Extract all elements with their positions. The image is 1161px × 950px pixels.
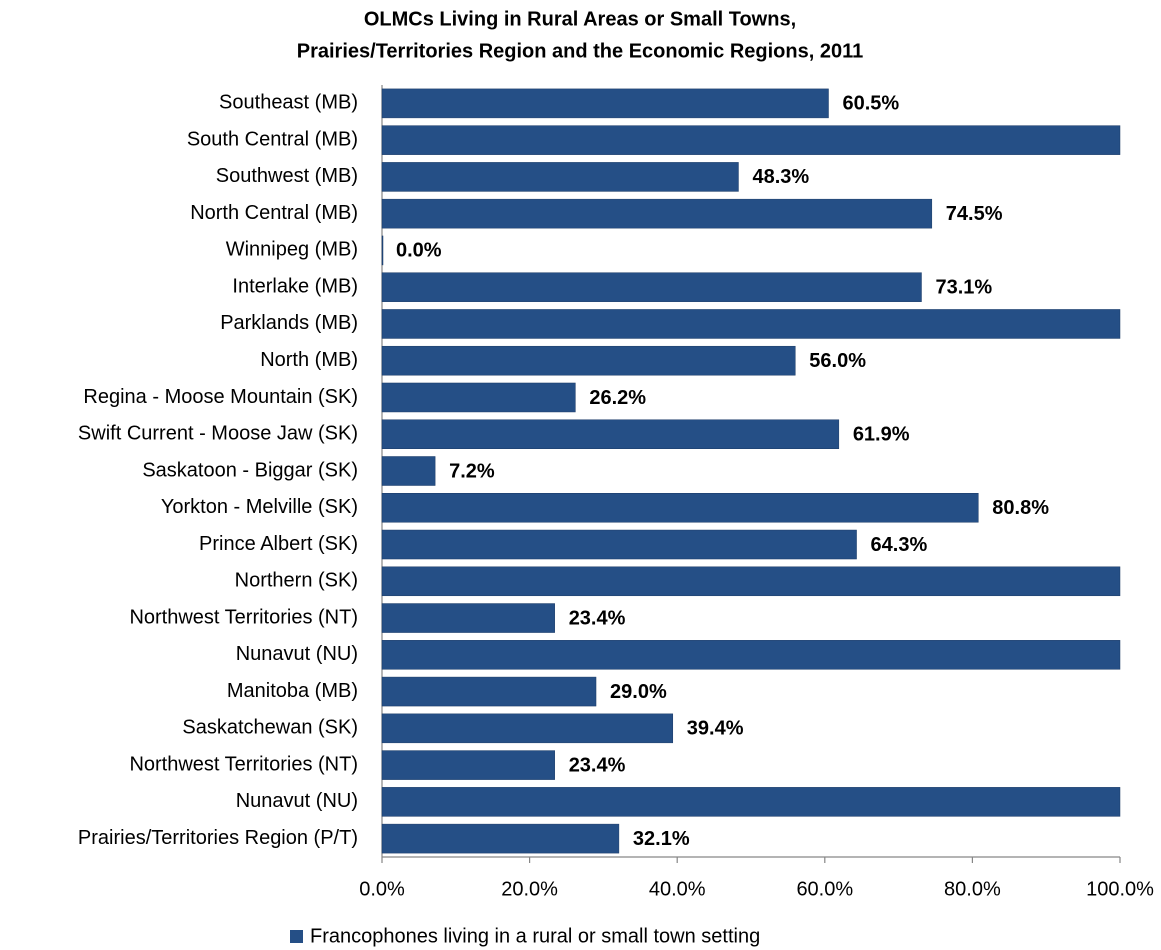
- y-tick-label: Regina - Moose Mountain (SK): [83, 386, 358, 408]
- x-tick-label: 100.0%: [1086, 878, 1154, 900]
- y-tick-label: Prince Albert (SK): [199, 533, 358, 555]
- bar: [381, 566, 1121, 597]
- bar: [381, 603, 555, 633]
- y-tick-label: Nunavut (NU): [236, 790, 358, 812]
- bar: [381, 676, 597, 707]
- y-tick-label: Interlake (MB): [232, 275, 358, 297]
- chart-title: Prairies/Territories Region and the Econ…: [297, 40, 863, 62]
- value-label: 29.0%: [610, 681, 667, 703]
- legend-label: Francophones living in a rural or small …: [310, 925, 760, 947]
- bar: [381, 345, 796, 376]
- legend-swatch: [290, 930, 303, 943]
- value-label: 26.2%: [589, 387, 646, 409]
- bar: [381, 713, 674, 744]
- y-tick-label: Saskatoon - Biggar (SK): [142, 459, 358, 481]
- bar: [381, 88, 829, 119]
- x-tick-label: 60.0%: [796, 878, 853, 900]
- y-tick-label: Northwest Territories (NT): [129, 753, 358, 775]
- bar: [381, 823, 620, 854]
- x-tick-label: 40.0%: [649, 878, 706, 900]
- value-label: 73.1%: [935, 276, 992, 298]
- bar: [381, 640, 1121, 670]
- bar: [381, 382, 576, 413]
- bar: [381, 456, 436, 486]
- y-tick-label: Parklands (MB): [220, 312, 358, 334]
- bar: [381, 787, 1121, 817]
- value-label: 56.0%: [809, 350, 866, 372]
- x-tick-label: 0.0%: [359, 878, 405, 900]
- value-label: 64.3%: [871, 534, 928, 556]
- y-tick-label: South Central (MB): [187, 128, 358, 150]
- value-label: 74.5%: [946, 203, 1003, 225]
- bar: [381, 493, 979, 523]
- y-tick-label: North Central (MB): [190, 202, 358, 224]
- y-tick-label: Manitoba (MB): [227, 680, 358, 702]
- value-label: 61.9%: [853, 424, 910, 446]
- value-label: 7.2%: [449, 460, 495, 482]
- bar: [381, 309, 1121, 339]
- bar: [381, 529, 857, 560]
- y-tick-label: Yorkton - Melville (SK): [161, 496, 358, 518]
- y-tick-label: Nunavut (NU): [236, 643, 358, 665]
- bar: [381, 198, 933, 229]
- value-label: 39.4%: [687, 718, 744, 740]
- value-label: 48.3%: [752, 166, 809, 188]
- y-tick-label: Swift Current - Moose Jaw (SK): [78, 423, 358, 445]
- bar: [381, 419, 840, 449]
- y-tick-label: Southwest (MB): [216, 165, 358, 187]
- value-label: 23.4%: [569, 754, 626, 776]
- value-label: 60.5%: [842, 93, 899, 115]
- y-tick-label: Prairies/Territories Region (P/T): [78, 827, 358, 849]
- value-label: 80.8%: [992, 497, 1049, 519]
- chart-title: OLMCs Living in Rural Areas or Small Tow…: [364, 8, 796, 30]
- value-label: 0.0%: [396, 240, 442, 262]
- value-label: 23.4%: [569, 607, 626, 629]
- bar: [381, 125, 1121, 155]
- y-tick-label: Northern (SK): [235, 570, 358, 592]
- bar: [381, 235, 384, 266]
- y-tick-label: Northwest Territories (NT): [129, 606, 358, 628]
- value-label: 32.1%: [633, 828, 690, 850]
- y-tick-label: Saskatchewan (SK): [182, 717, 358, 739]
- x-tick-label: 20.0%: [501, 878, 558, 900]
- bar: [381, 272, 922, 302]
- y-tick-label: Winnipeg (MB): [226, 239, 358, 261]
- y-tick-label: North (MB): [260, 349, 358, 371]
- y-tick-label: Southeast (MB): [219, 92, 358, 114]
- bar: [381, 750, 555, 780]
- x-tick-label: 80.0%: [944, 878, 1001, 900]
- bar: [381, 162, 739, 192]
